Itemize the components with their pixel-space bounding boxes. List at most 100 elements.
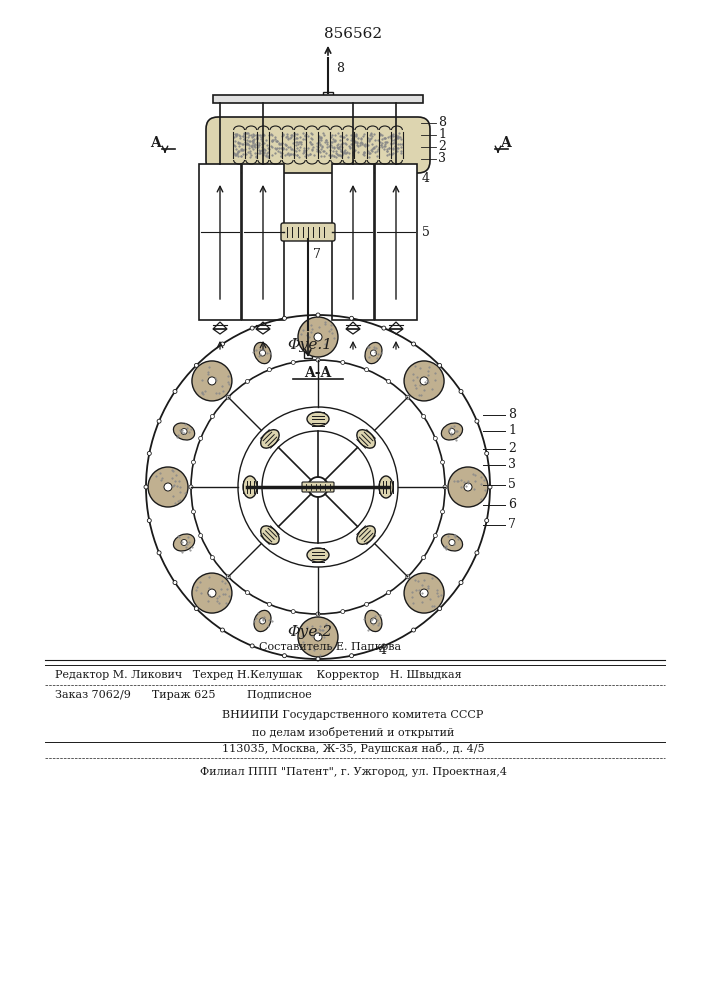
Circle shape [291,610,296,614]
Circle shape [449,429,455,435]
Circle shape [316,358,320,362]
Circle shape [365,368,368,372]
Ellipse shape [307,412,329,426]
Text: 8: 8 [508,408,516,422]
Text: 6: 6 [508,498,516,512]
Circle shape [189,485,193,489]
Text: 8: 8 [336,62,344,75]
Circle shape [433,436,438,440]
Circle shape [250,644,255,648]
Ellipse shape [192,361,232,401]
Circle shape [459,389,463,393]
Ellipse shape [148,467,188,507]
Circle shape [443,485,447,489]
Text: 1: 1 [438,128,446,141]
Text: 4: 4 [379,644,387,656]
Circle shape [438,607,442,611]
Circle shape [211,556,214,560]
Circle shape [314,633,322,641]
Circle shape [485,519,489,523]
Circle shape [316,657,320,661]
Circle shape [449,539,455,545]
Ellipse shape [404,361,444,401]
Circle shape [181,429,187,435]
Circle shape [194,363,199,367]
Circle shape [199,534,203,538]
Bar [332,164,374,320]
Circle shape [387,591,390,595]
Circle shape [349,316,354,320]
Ellipse shape [173,423,194,440]
Circle shape [433,534,438,538]
Ellipse shape [261,526,279,544]
Circle shape [291,360,296,364]
Ellipse shape [365,342,382,364]
Circle shape [259,618,266,624]
Bar [375,164,417,320]
Circle shape [387,379,390,383]
Circle shape [406,575,410,579]
Ellipse shape [307,548,329,562]
Ellipse shape [404,573,444,613]
Circle shape [226,395,230,399]
FancyBboxPatch shape [206,117,430,173]
Circle shape [147,519,151,523]
Circle shape [365,602,368,606]
Text: 7: 7 [508,518,516,532]
Circle shape [192,460,195,464]
Circle shape [144,485,148,489]
Circle shape [406,395,410,399]
Circle shape [440,510,445,514]
Text: Филиал ППП "Патент", г. Ужгород, ул. Проектная,4: Филиал ППП "Патент", г. Ужгород, ул. Про… [199,767,506,777]
Text: 3: 3 [438,152,446,165]
Circle shape [488,485,492,489]
Circle shape [475,419,479,423]
Circle shape [485,451,489,455]
Circle shape [245,379,250,383]
Circle shape [221,342,224,346]
Circle shape [370,618,377,624]
Ellipse shape [365,610,382,632]
Ellipse shape [379,476,393,498]
Circle shape [314,333,322,341]
Ellipse shape [254,610,271,632]
Ellipse shape [448,467,488,507]
Circle shape [438,363,442,367]
Circle shape [420,377,428,385]
Circle shape [282,654,286,658]
Circle shape [316,313,320,317]
Circle shape [181,539,187,545]
Circle shape [192,510,195,514]
Ellipse shape [298,617,338,657]
Circle shape [250,326,255,330]
Text: Заказ 7062/9      Тираж 625         Подписное: Заказ 7062/9 Тираж 625 Подписное [55,690,312,700]
Text: 7: 7 [313,247,321,260]
Circle shape [475,551,479,555]
Circle shape [173,389,177,393]
Circle shape [194,607,199,611]
Text: 856562: 856562 [324,27,382,41]
Circle shape [421,556,426,560]
Circle shape [267,368,271,372]
Ellipse shape [441,534,462,551]
Circle shape [382,326,386,330]
Circle shape [157,551,161,555]
Text: A: A [500,136,510,150]
Circle shape [226,575,230,579]
Circle shape [420,589,428,597]
Text: ВНИИПИ Государственного комитета СССР: ВНИИПИ Государственного комитета СССР [222,710,484,720]
Ellipse shape [261,430,279,448]
Circle shape [411,628,416,632]
Circle shape [282,316,286,320]
Text: 3: 3 [508,458,516,472]
Bar [242,164,284,320]
FancyBboxPatch shape [281,223,335,241]
Circle shape [341,610,345,614]
Circle shape [208,589,216,597]
Bar [199,164,241,320]
Text: Φуе.2: Φуе.2 [288,625,332,639]
Text: 5: 5 [508,479,516,491]
Ellipse shape [441,423,462,440]
Text: Составитель Е. Папкова: Составитель Е. Папкова [259,642,401,652]
Ellipse shape [357,526,375,544]
